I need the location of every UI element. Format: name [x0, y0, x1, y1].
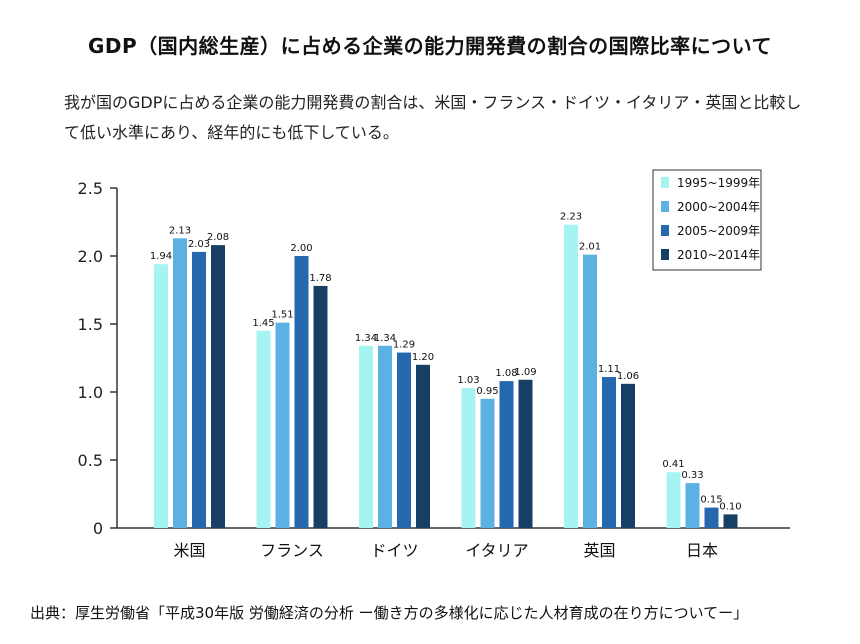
bar [173, 238, 187, 528]
data-label: 0.95 [476, 386, 498, 397]
data-label: 2.13 [169, 225, 191, 236]
axes: 0 0.5 1.0 1.5 2.0 2.5 米国 フランス ドイツ イタリア 英国 日本 [78, 179, 790, 560]
data-label: 1.09 [514, 367, 536, 378]
legend-box [652, 169, 762, 271]
legend-label: 1995~1999年 [677, 176, 760, 190]
legend-label: 2010~2014年 [677, 248, 760, 262]
x-category-label: 米国 [173, 541, 205, 560]
legend-swatch [661, 177, 669, 188]
bar [256, 330, 271, 528]
bar [313, 285, 328, 528]
data-label: 0.10 [719, 501, 741, 512]
data-label: 2.01 [579, 242, 601, 253]
bar [621, 383, 635, 528]
y-tick-label: 2.0 [78, 247, 103, 266]
data-label: 1.08 [495, 368, 517, 379]
data-label: 1.11 [598, 364, 620, 375]
bar [685, 483, 700, 528]
bar [518, 379, 533, 528]
bar [583, 254, 597, 528]
bar [461, 387, 476, 528]
legend-label: 2005~2009年 [677, 224, 760, 238]
bar [378, 345, 392, 528]
bar [275, 322, 290, 528]
data-label: 1.78 [309, 273, 331, 284]
y-tick-label: 1.5 [78, 315, 103, 334]
legend-swatch [661, 225, 669, 236]
bar [416, 364, 430, 528]
bar-chart: 0 0.5 1.0 1.5 2.0 2.5 米国 フランス ドイツ イタリア 英国 日本 1.94 2.… [78, 169, 790, 560]
bar [154, 264, 168, 528]
bar [211, 245, 225, 528]
bar [192, 251, 206, 529]
bar [602, 377, 616, 528]
bar [666, 472, 681, 528]
data-label: 1.29 [393, 340, 415, 351]
y-tick-label: 0.5 [78, 451, 103, 470]
data-label: 1.20 [412, 352, 434, 363]
data-label: 1.34 [374, 333, 396, 344]
y-tick-label: 0 [93, 519, 103, 538]
bar [480, 398, 495, 528]
x-category-label: 日本 [686, 541, 718, 560]
data-label: 2.00 [290, 243, 312, 254]
data-label: 0.15 [700, 495, 722, 506]
data-label: 0.41 [662, 459, 684, 470]
bar [397, 352, 411, 528]
bar [723, 514, 738, 528]
legend: 1995~1999年 2000~2004年 2005~2009年 2010~2014年 [652, 169, 762, 271]
bar [704, 507, 719, 528]
bar [499, 381, 514, 528]
legend-label: 2000~2004年 [677, 200, 760, 214]
data-label: 2.03 [188, 239, 210, 250]
bar [294, 256, 309, 528]
chart-description: 我が国のGDPに占める企業の能力開発費の割合は、米国・フランス・ドイツ・イタリア… [64, 93, 802, 142]
y-tick-label: 2.5 [78, 179, 103, 198]
data-label: 1.34 [355, 333, 377, 344]
data-label: 2.08 [207, 232, 229, 243]
chart-title: GDP（国内総生産）に占める企業の能力開発費の割合の国際比率について [87, 34, 773, 58]
value-labels: 1.94 2.13 2.032.08 1.451.51 2.00 1.78 1.341.34… [150, 212, 742, 513]
data-label: 1.45 [252, 318, 274, 329]
data-label: 1.51 [271, 310, 293, 321]
x-category-label: フランス [260, 541, 324, 560]
x-category-label: ドイツ [370, 541, 418, 560]
y-tick-label: 1.0 [78, 383, 103, 402]
source-note: 出典：厚生労働省「平成30年版 労働経済の分析 ー働き方の多様化に応じた人材育成… [30, 604, 749, 622]
data-label: 1.06 [617, 371, 639, 382]
x-category-label: イタリア [465, 541, 528, 560]
legend-swatch [661, 201, 669, 212]
data-label: 2.23 [560, 212, 582, 223]
data-label: 1.94 [150, 251, 172, 262]
x-category-label: 英国 [583, 541, 615, 560]
data-label: 1.03 [457, 375, 479, 386]
legend-swatch [661, 249, 669, 260]
bar [564, 224, 578, 528]
bars [154, 224, 738, 529]
bar [359, 345, 373, 528]
data-label: 0.33 [681, 470, 703, 481]
